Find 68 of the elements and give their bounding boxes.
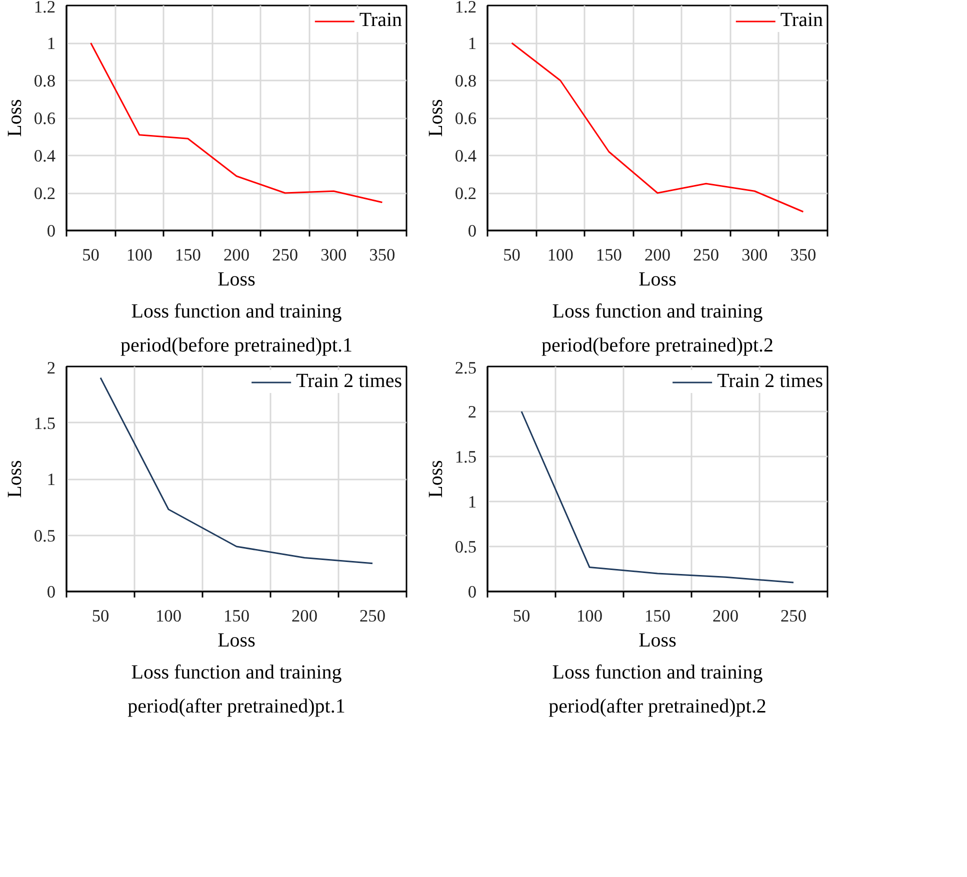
y-tick-label: 1 [468, 492, 477, 512]
y-tick-label: 0 [468, 582, 477, 602]
x-tick-label: 150 [174, 246, 201, 264]
x-tick-label: 100 [576, 606, 603, 626]
y-tick-label: 1.5 [34, 414, 56, 433]
x-axis-title: Loss [638, 268, 677, 290]
y-tick-label: 0.2 [454, 184, 477, 203]
x-tick-label: 300 [320, 246, 347, 264]
x-tick-label: 200 [712, 606, 739, 626]
text: Loss function and training period(before pretrained)pt.1 [120, 300, 353, 356]
x-tick-label: 250 [780, 606, 807, 626]
text: Loss function and training period(after pretrained)pt.1 [128, 662, 346, 718]
legend-label: Train 2 times [717, 370, 823, 393]
y-tick-label: 2 [46, 358, 56, 378]
y-tick-label: 0.6 [34, 109, 56, 128]
x-axis-title: Loss [638, 630, 677, 652]
line-series [90, 42, 383, 204]
y-tick-label: 1 [46, 470, 56, 489]
y-tick-label: 1.2 [34, 0, 56, 16]
y-tick-label: 1 [46, 34, 56, 53]
x-tick-label: 150 [224, 606, 250, 626]
y-tick-label: 1.2 [454, 0, 477, 16]
y-tick-label: 0 [46, 582, 56, 602]
y-axis-title: Loss [424, 460, 447, 498]
y-tick-label: 1.5 [454, 448, 477, 466]
x-tick-label: 50 [503, 246, 520, 264]
x-tick-label: 100 [547, 246, 574, 264]
x-tick-label: 100 [156, 606, 182, 626]
legend-label: Train [359, 9, 402, 32]
x-tick-label: 250 [272, 246, 298, 264]
x-tick-label: 300 [742, 246, 768, 264]
legend-label: Train 2 times [296, 370, 402, 393]
y-tick-label: 2.5 [454, 358, 477, 378]
y-axis-title: Loss [424, 98, 447, 137]
y-tick-label: 0.4 [34, 146, 56, 166]
y-tick-label: 1 [468, 34, 477, 53]
y-axis-title: Loss [4, 460, 26, 498]
x-tick-label: 350 [369, 246, 396, 264]
text: Loss function and training period(before pretrained)pt.2 [541, 300, 774, 356]
x-tick-label: 200 [224, 246, 250, 264]
y-tick-label: 0.8 [34, 72, 56, 90]
x-tick-label: 250 [360, 606, 386, 626]
y-tick-label: 2 [468, 402, 477, 422]
x-tick-label: 250 [693, 246, 720, 264]
y-tick-label: 0.5 [454, 538, 477, 556]
line-series [520, 410, 794, 584]
x-tick-label: 50 [82, 246, 100, 264]
x-tick-label: 200 [292, 606, 318, 626]
text: Loss function and training period(after pretrained)pt.2 [548, 662, 766, 718]
x-tick-label: 100 [126, 246, 152, 264]
legend-label: Train [780, 9, 823, 32]
y-tick-label: 0.5 [34, 526, 56, 546]
y-tick-label: 0 [46, 222, 56, 240]
y-axis-title: Loss [4, 98, 26, 137]
x-tick-label: 150 [644, 606, 671, 626]
x-tick-label: 150 [596, 246, 622, 264]
y-tick-label: 0 [468, 222, 477, 240]
x-axis-title: Loss [218, 630, 256, 652]
x-tick-label: 350 [790, 246, 816, 264]
y-tick-label: 0.2 [34, 184, 56, 203]
y-tick-label: 0.6 [454, 109, 477, 128]
x-axis-title: Loss [218, 268, 256, 290]
x-tick-label: 50 [512, 606, 530, 626]
y-tick-label: 0.4 [454, 146, 477, 166]
y-tick-label: 0.8 [454, 72, 477, 90]
line-series [511, 42, 804, 212]
x-tick-label: 50 [92, 606, 110, 626]
x-tick-label: 200 [644, 246, 671, 264]
